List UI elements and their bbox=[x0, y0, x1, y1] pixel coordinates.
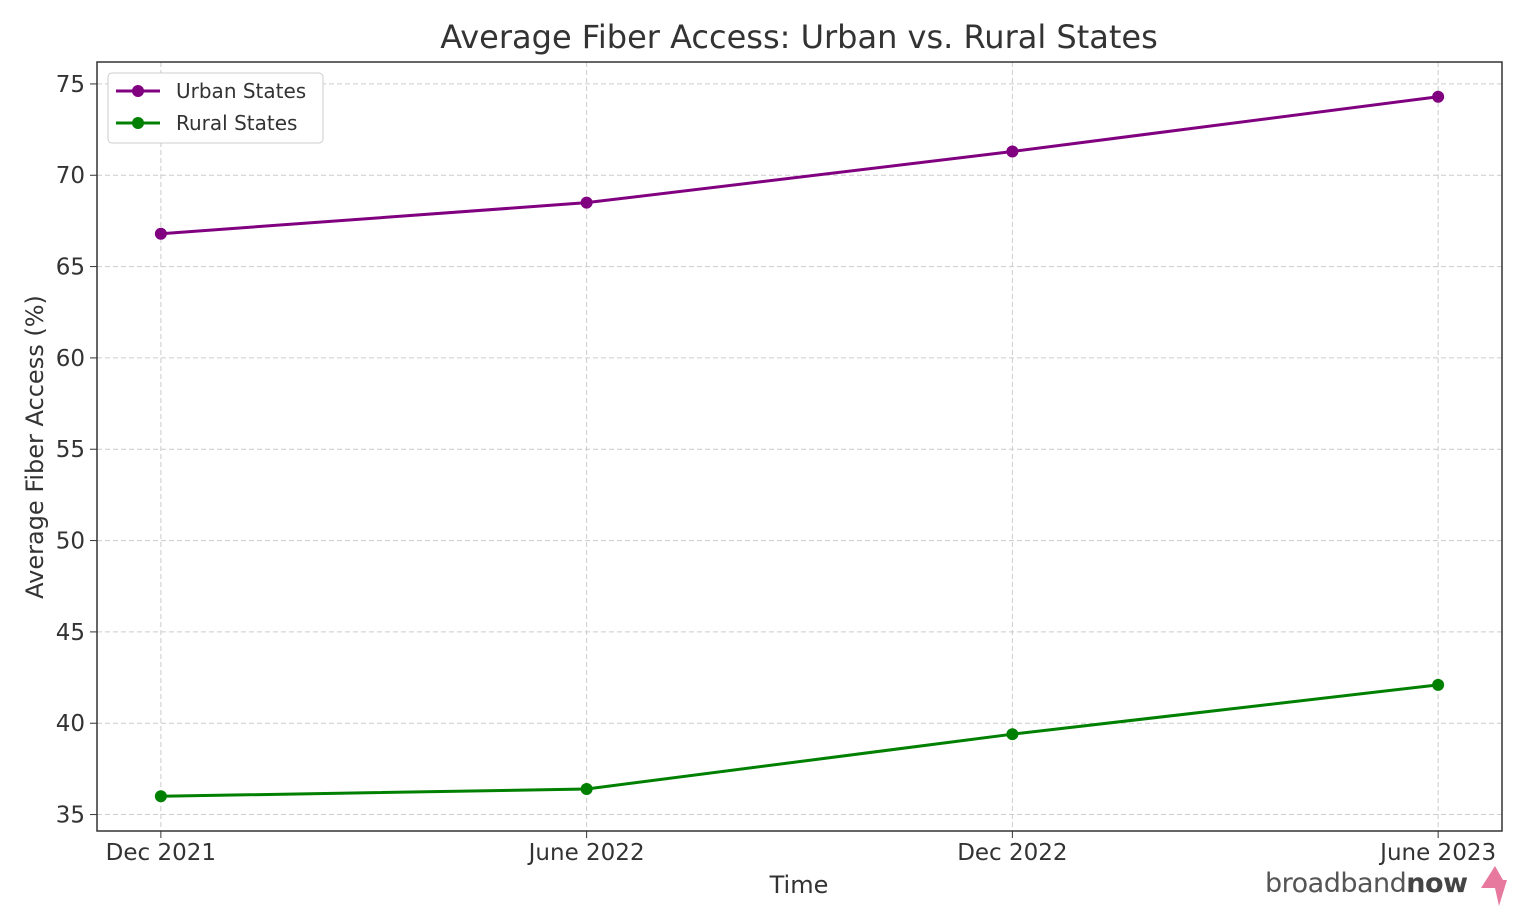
legend-label: Rural States bbox=[176, 111, 297, 135]
y-tick-label: 75 bbox=[56, 72, 85, 98]
plot-frame bbox=[96, 61, 1503, 832]
legend: Urban States Rural States bbox=[107, 72, 324, 144]
series-line bbox=[160, 95, 1439, 236]
y-tick-label: 65 bbox=[56, 255, 85, 281]
data-point bbox=[1006, 728, 1019, 741]
x-axis-label: Time bbox=[769, 871, 829, 899]
data-point bbox=[580, 782, 593, 795]
data-point bbox=[154, 790, 167, 803]
series-urban-states bbox=[154, 90, 1445, 240]
chart-title: Average Fiber Access: Urban vs. Rural St… bbox=[440, 18, 1158, 56]
logo-text-bold: now bbox=[1406, 868, 1468, 899]
logo-text-light: broadband bbox=[1265, 868, 1407, 899]
y-tick-label: 60 bbox=[56, 346, 85, 372]
y-tick-label: 50 bbox=[56, 529, 85, 555]
data-point bbox=[580, 196, 593, 209]
data-point bbox=[1432, 90, 1445, 103]
x-tick-label: June 2023 bbox=[1378, 840, 1496, 866]
y-tick-label: 70 bbox=[56, 163, 85, 189]
broadbandnow-logo: broadbandnow bbox=[1265, 866, 1507, 906]
lightning-bolt-icon bbox=[1481, 866, 1507, 906]
series-rural-states bbox=[154, 678, 1445, 803]
x-tick-label: June 2022 bbox=[527, 840, 645, 866]
y-tick-label: 35 bbox=[56, 803, 85, 829]
y-axis-label: Average Fiber Access (%) bbox=[21, 295, 49, 599]
series-line bbox=[160, 683, 1439, 798]
x-tick-label: Dec 2022 bbox=[957, 840, 1067, 866]
data-point bbox=[1432, 678, 1445, 691]
legend-marker bbox=[132, 117, 144, 129]
y-tick-label: 55 bbox=[56, 437, 85, 463]
legend-label: Urban States bbox=[176, 79, 306, 103]
y-tick-label: 45 bbox=[56, 620, 85, 646]
y-tick-label: 40 bbox=[56, 711, 85, 737]
legend-marker bbox=[132, 85, 144, 97]
x-tick-label: Dec 2021 bbox=[106, 840, 216, 866]
legend-box bbox=[107, 72, 324, 144]
data-point bbox=[154, 227, 167, 240]
data-point bbox=[1006, 145, 1019, 158]
